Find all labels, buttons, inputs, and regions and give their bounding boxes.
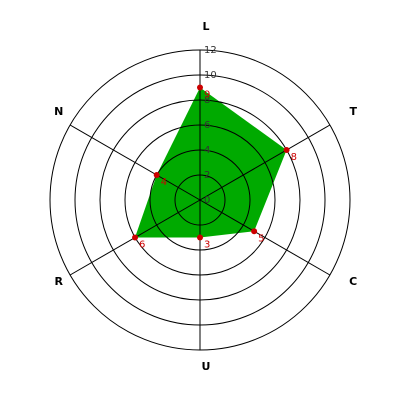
- data-point: [132, 234, 139, 241]
- axis-label: N: [54, 105, 63, 118]
- axis-line: [69, 124, 201, 201]
- tick-label: 6: [204, 120, 210, 131]
- tick-label: 0: [204, 195, 210, 206]
- tick-label: 2: [204, 170, 210, 181]
- tick-label: 8: [204, 95, 210, 106]
- value-label: 6: [139, 240, 145, 251]
- value-label: 9: [204, 90, 210, 101]
- data-point: [283, 147, 290, 153]
- tick-label: 12: [204, 45, 217, 56]
- axis-label: L: [202, 20, 209, 33]
- data-point: [153, 172, 160, 178]
- value-label: 4: [161, 177, 167, 188]
- data-point: [251, 228, 258, 235]
- axis-label: R: [55, 275, 64, 288]
- tick-label: 10: [204, 70, 217, 81]
- axis-label: T: [349, 105, 357, 118]
- axis-label: C: [349, 275, 357, 288]
- tick-label: 4: [204, 145, 210, 156]
- value-label: 8: [291, 152, 297, 163]
- axis-label: U: [202, 360, 211, 373]
- data-area: [135, 87, 287, 238]
- value-label: 3: [204, 240, 210, 251]
- data-point: [197, 234, 203, 241]
- data-point: [197, 84, 203, 91]
- value-label: 5: [258, 233, 264, 244]
- axis-line: [199, 199, 331, 276]
- axis-line: [199, 124, 331, 201]
